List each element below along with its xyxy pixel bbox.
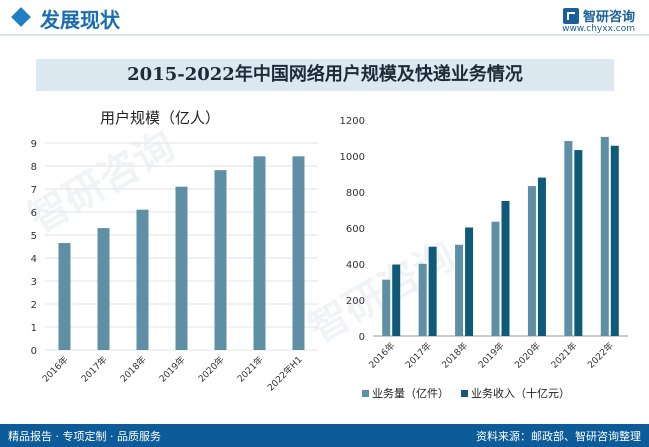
right-bar-revenue [574,150,583,336]
right-x-tick-label: 2019年 [476,340,507,371]
brand-url: www.chyxx.com [562,24,635,34]
left-x-tick-label: 2018年 [118,354,149,385]
left-y-tick-label: 8 [31,162,37,173]
right-bar-volume [382,279,391,336]
right-bar-revenue [465,227,474,336]
footer-bar: 精品报告 · 专项定制 · 品质服务 资料来源：邮政部、智研咨询整理 [0,424,649,447]
brand-logo: 智研咨询 [562,6,635,25]
left-y-tick-label: 0 [31,346,37,357]
left-bar [214,170,227,350]
left-bar [97,228,110,350]
right-bar-revenue [537,177,546,336]
legend-swatch [461,390,468,397]
right-x-tick-label: 2020年 [512,340,543,371]
chart-main-title: 2015-2022年中国网络用户规模及快递业务情况 [127,64,523,85]
right-bar-revenue [428,246,437,336]
left-y-tick-label: 2 [31,300,37,311]
brand-name: 智研咨询 [582,10,635,25]
left-bar [292,156,305,350]
right-bar-revenue [610,145,619,336]
header-title: 发展现状 [40,8,120,32]
right-y-tick-label: 1200 [340,116,365,127]
right-x-tick-label: 2018年 [439,340,470,371]
left-y-tick-label: 7 [31,185,37,196]
left-bar [136,209,149,350]
left-x-tick-label: 2021年 [235,354,266,385]
right-y-tick-label: 200 [346,296,365,307]
right-bar-revenue [392,264,401,336]
footer-slogan: 精品报告 · 专项定制 · 品质服务 [8,430,161,443]
legend-swatch [362,390,369,397]
left-y-tick-label: 1 [31,323,37,334]
left-y-tick-label: 9 [31,139,37,150]
right-bar-volume [418,263,427,336]
right-bar-volume [527,186,536,336]
left-y-tick-label: 4 [31,254,37,265]
legend-label: 业务量（亿件） [372,387,449,400]
logo-icon [562,7,579,24]
left-x-tick-label: 2019年 [157,354,188,385]
header-divider [0,34,649,36]
page-header: 发展现状 [0,0,649,40]
right-x-tick-label: 2016年 [366,340,397,371]
left-x-tick-label: 2016年 [40,354,71,385]
chart-title-bar: 2015-2022年中国网络用户规模及快递业务情况 [36,59,614,91]
diamond-icon [11,7,31,27]
right-bar-volume [491,221,500,336]
left-y-tick-label: 5 [31,231,37,242]
right-bar-volume [564,141,573,336]
left-x-tick-label: 2020年 [196,354,227,385]
footer-source: 资料来源：邮政部、智研咨询整理 [476,430,641,443]
right-bar-volume [455,244,464,336]
left-x-tick-label: 2017年 [79,354,110,385]
left-bar [175,186,188,350]
left-y-tick-label: 6 [31,208,37,219]
right-y-tick-label: 600 [346,224,365,235]
right-x-tick-label: 2021年 [548,340,579,371]
right-x-tick-label: 2017年 [403,340,434,371]
legend-label: 业务收入（十亿元） [471,386,570,400]
right-bar-volume [600,136,609,336]
right-y-tick-label: 1000 [340,152,365,163]
left-bar [253,156,266,350]
left-chart-title: 用户规模（亿人） [100,109,220,127]
right-y-tick-label: 0 [359,332,365,343]
right-bar-revenue [501,201,510,336]
left-x-tick-label: 2022年H1 [265,354,305,394]
left-y-tick-label: 3 [31,277,37,288]
right-y-tick-label: 800 [346,188,365,199]
right-x-tick-label: 2022年 [585,340,616,371]
left-bar [58,243,71,350]
right-y-tick-label: 400 [346,260,365,271]
